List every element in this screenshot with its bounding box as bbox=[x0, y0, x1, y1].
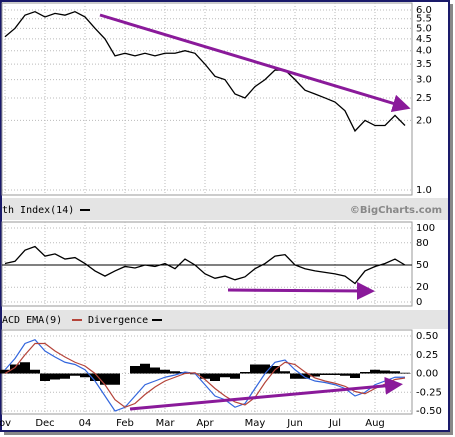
histogram-bar bbox=[50, 373, 60, 380]
y-tick-label: 0.50 bbox=[416, 331, 438, 342]
histogram-bar bbox=[80, 373, 90, 378]
histogram-bar bbox=[20, 362, 30, 374]
histogram-bar bbox=[0, 369, 10, 374]
x-tick-label: ov bbox=[0, 418, 11, 429]
label-row bbox=[2, 198, 448, 220]
data-line bbox=[4, 10, 406, 133]
histogram-bar bbox=[260, 364, 270, 374]
histogram-bar bbox=[340, 373, 350, 376]
y-tick-label: 3.0 bbox=[416, 75, 432, 86]
y-tick-label: 50 bbox=[416, 260, 429, 271]
panel-border bbox=[1, 2, 413, 196]
y-tick-label: 5.0 bbox=[416, 23, 432, 34]
x-tick-label: Dec bbox=[35, 418, 54, 429]
panel-border bbox=[1, 221, 413, 307]
histogram-bar bbox=[180, 372, 190, 374]
data-line bbox=[4, 339, 405, 412]
x-tick-label: Mar bbox=[156, 418, 176, 429]
y-tick-label: 1.0 bbox=[416, 185, 432, 196]
y-tick-label: 2.5 bbox=[416, 93, 432, 104]
histogram-bar bbox=[240, 372, 250, 374]
histogram-bar bbox=[330, 373, 340, 375]
histogram-bar bbox=[10, 364, 20, 374]
y-tick-label: 0.25 bbox=[416, 350, 438, 361]
histogram-bar bbox=[380, 370, 390, 374]
histogram-bar bbox=[160, 369, 170, 374]
x-tick-label: 04 bbox=[79, 418, 92, 429]
histogram-bar bbox=[220, 373, 230, 378]
histogram-bar bbox=[210, 373, 220, 381]
histogram-bar bbox=[390, 371, 400, 374]
y-tick-label: 4.5 bbox=[416, 34, 432, 45]
y-tick-label: 0.00 bbox=[416, 369, 438, 380]
histogram-bar bbox=[400, 372, 410, 374]
panel-title: th Index(14) bbox=[2, 205, 74, 216]
y-tick-label: 3.5 bbox=[416, 59, 432, 70]
x-tick-label: Apr bbox=[196, 418, 214, 429]
histogram-bar bbox=[110, 373, 120, 385]
data-line bbox=[4, 342, 406, 408]
histogram-bar bbox=[60, 373, 70, 379]
histogram-bar bbox=[280, 371, 290, 374]
histogram-bar bbox=[70, 373, 80, 376]
histogram-bar bbox=[230, 373, 240, 379]
trend-arrow bbox=[227, 281, 375, 300]
y-tick-label: -0.50 bbox=[416, 406, 442, 417]
histogram-bar bbox=[350, 373, 360, 378]
legend-label: Divergence bbox=[88, 315, 148, 326]
histogram-bar bbox=[370, 369, 380, 374]
data-line bbox=[4, 245, 406, 285]
y-tick-label: 2.0 bbox=[416, 115, 432, 126]
x-tick-label: Jun bbox=[286, 418, 303, 429]
histogram-bar bbox=[250, 364, 260, 374]
histogram-bar bbox=[150, 367, 160, 374]
histogram-bar bbox=[140, 363, 150, 374]
x-tick-label: Aug bbox=[365, 418, 385, 429]
histogram-bar bbox=[40, 373, 50, 381]
watermark: ©BigCharts.com bbox=[350, 205, 442, 216]
y-tick-label: 20 bbox=[416, 282, 429, 293]
trend-arrow bbox=[129, 376, 403, 411]
histogram-bar bbox=[290, 373, 300, 379]
y-tick-label: 4.0 bbox=[416, 46, 432, 57]
histogram-bar bbox=[30, 369, 40, 374]
y-tick-label: 80 bbox=[416, 238, 429, 249]
x-tick-label: Feb bbox=[116, 418, 134, 429]
y-tick-label: 6.0 bbox=[416, 5, 432, 16]
x-tick-label: May bbox=[245, 418, 266, 429]
histogram-bar bbox=[90, 373, 100, 381]
histogram-bar bbox=[170, 371, 180, 374]
y-tick-label: 5.5 bbox=[416, 14, 432, 25]
trend-arrow bbox=[99, 13, 411, 113]
histogram-bar bbox=[320, 373, 330, 375]
label-row bbox=[2, 310, 448, 329]
histogram-bar bbox=[100, 373, 110, 385]
histogram-bar bbox=[310, 373, 320, 377]
legend-label: ACD EMA(9) bbox=[2, 315, 62, 326]
histogram-bar bbox=[200, 373, 210, 379]
histogram-bar bbox=[300, 373, 310, 379]
y-tick-label: 100 bbox=[416, 223, 435, 234]
histogram-bar bbox=[360, 372, 370, 374]
y-tick-label: 0 bbox=[416, 297, 422, 308]
x-tick-label: Jul bbox=[328, 418, 341, 429]
y-tick-label: -0.25 bbox=[416, 387, 442, 398]
histogram-bar bbox=[130, 366, 140, 374]
